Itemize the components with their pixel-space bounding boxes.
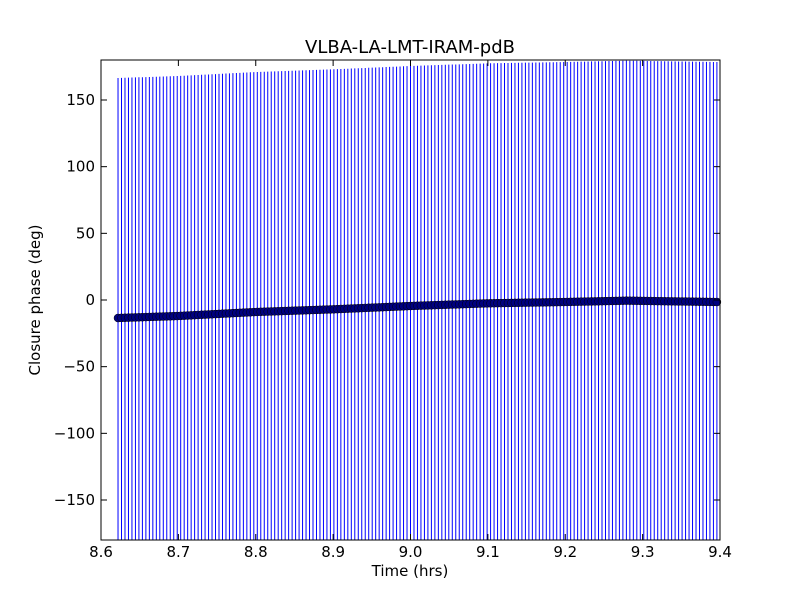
x-tick-label: 9.1 [476,543,500,561]
x-tick-label: 8.6 [89,543,113,561]
y-ticks: −150 −100 −50 0 50 100 150 [54,91,720,509]
x-tick-label: 8.7 [166,543,190,561]
y-axis-label: Closure phase (deg) [26,225,44,376]
markers [113,296,722,323]
y-tick-label: 100 [66,158,95,176]
y-tick-label: 150 [66,91,95,109]
y-tick-label: 50 [76,224,95,242]
x-tick-label: 9.0 [399,543,423,561]
y-tick-label: 0 [85,291,95,309]
x-tick-label: 8.8 [244,543,268,561]
chart-title: VLBA-LA-LMT-IRAM-pdB [305,37,515,58]
y-tick-label: −150 [54,491,95,509]
x-tick-label: 9.2 [553,543,577,561]
y-tick-label: −50 [63,358,95,376]
x-ticks: 8.6 8.7 8.8 8.9 9.0 9.1 9.2 9.3 9.4 [89,60,732,561]
x-tick-label: 8.9 [321,543,345,561]
x-tick-label: 9.4 [708,543,732,561]
x-tick-label: 9.3 [631,543,655,561]
y-tick-label: −100 [54,424,95,442]
x-axis-label: Time (hrs) [371,562,449,580]
